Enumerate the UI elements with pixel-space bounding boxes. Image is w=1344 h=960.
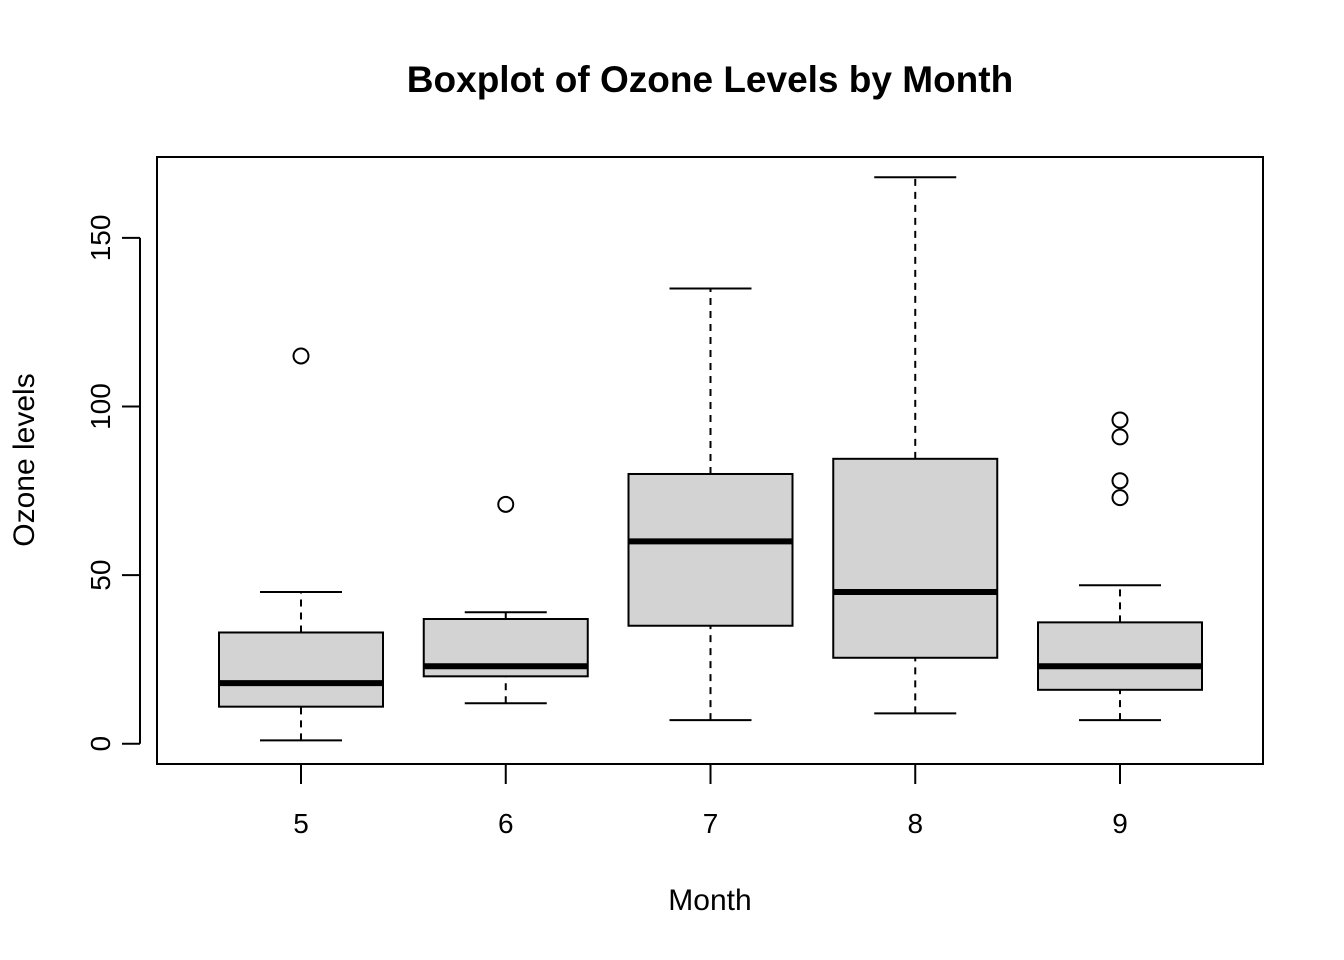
box-group-month-5 [218, 347, 384, 742]
outlier-point [497, 495, 515, 513]
iqr-box [832, 457, 999, 659]
boxes-layer [218, 176, 1203, 742]
box-group-month-6 [422, 495, 589, 705]
outlier-point [1111, 411, 1129, 429]
iqr-box [1037, 621, 1203, 691]
outlier-point [1111, 472, 1129, 490]
box-group-month-9 [1037, 411, 1203, 722]
x-tick-label: 6 [498, 808, 514, 839]
chart-title: Boxplot of Ozone Levels by Month [407, 59, 1013, 100]
x-tick-label: 8 [907, 808, 923, 839]
y-tick-label: 0 [85, 736, 116, 752]
outlier-point [1111, 489, 1129, 507]
iqr-box [627, 472, 794, 627]
y-tick-label: 100 [85, 383, 116, 430]
outlier-point [292, 347, 310, 365]
box-group-month-7 [627, 287, 794, 722]
x-axis: 5 6 7 8 9 [293, 763, 1128, 839]
y-axis: 0 50 100 150 [85, 215, 141, 752]
x-tick-label: 5 [293, 808, 309, 839]
x-tick-label: 9 [1112, 808, 1128, 839]
x-axis-label: Month [668, 884, 751, 917]
y-axis-label: Ozone levels [8, 373, 41, 546]
iqr-box [218, 631, 384, 708]
box-group-month-8 [832, 176, 999, 715]
y-tick-label: 150 [85, 215, 116, 262]
outlier-point [1111, 428, 1129, 446]
x-tick-label: 7 [703, 808, 719, 839]
y-tick-label: 50 [85, 560, 116, 591]
